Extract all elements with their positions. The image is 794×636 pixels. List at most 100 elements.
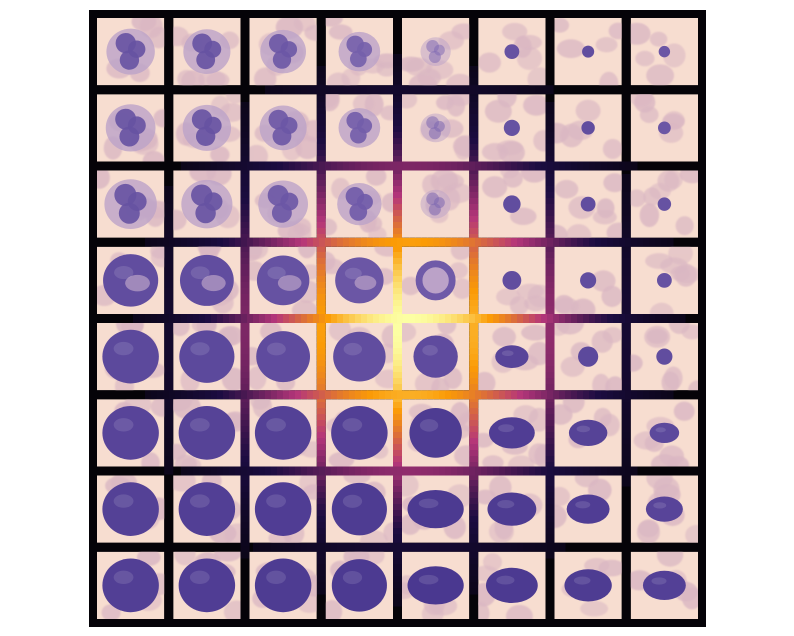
heat-segment [385,314,392,323]
red-blood-cell [482,455,504,467]
heat-segment [619,466,626,476]
heat-segment [223,237,230,247]
heat-segment [307,314,314,323]
heat-segment [316,576,326,583]
heat-segment [316,486,326,493]
red-blood-cell [153,109,165,128]
heat-segment [545,474,555,481]
heat-segment [164,408,174,415]
heat-segment [621,438,631,445]
heat-segment [240,294,250,301]
heat-segment [379,390,386,400]
heat-segment [469,132,479,139]
heat-segment [205,237,212,247]
heat-segment [361,314,368,323]
heat-segment [469,486,479,493]
red-blood-cell [659,445,684,467]
heat-segment [469,168,479,175]
red-blood-cell [374,246,393,257]
heat-segment [545,246,555,253]
nucleus [415,260,456,301]
heat-segment [319,314,326,323]
heat-segment [565,390,572,400]
heat-segment [559,466,566,476]
heat-segment [621,270,631,277]
heat-segment [379,466,386,476]
heat-segment [427,85,434,95]
heat-segment [313,390,320,400]
red-blood-cell [450,246,470,260]
heat-segment [577,161,584,171]
nucleus [409,407,462,458]
heat-segment [349,314,356,323]
heat-segment [301,237,308,247]
heat-segment [393,594,402,601]
heat-segment [240,492,250,499]
heat-segment [621,282,631,289]
heat-segment [457,85,464,95]
heat-segment [393,138,402,145]
heat-segment [545,336,555,343]
nucleus-lobe [272,126,292,146]
heat-segment [283,542,290,552]
heat-segment [393,324,402,331]
heat-segment [439,237,446,247]
heat-segment [393,270,402,277]
red-blood-cell [496,140,523,156]
red-blood-cell [584,557,610,573]
heat-segment [164,426,174,433]
heat-segment [545,282,555,289]
heat-segment [175,390,182,400]
heat-segment [649,390,656,400]
cell-tile [554,246,622,314]
heat-segment [240,288,250,295]
heat-segment [469,378,479,385]
red-blood-cell [675,216,694,236]
heat-segment [337,314,344,323]
heat-segment [409,542,416,552]
nucleus-highlight [496,575,515,585]
heat-segment [545,534,555,541]
heat-segment [621,330,631,337]
heat-segment [235,390,242,400]
nucleus-highlight [189,494,210,508]
red-blood-cell [554,504,567,529]
heat-segment [240,414,250,421]
heat-segment [175,314,182,323]
heat-segment [295,466,302,476]
heat-segment [589,314,596,323]
heat-segment [475,314,482,323]
heat-segment [337,85,344,95]
heat-segment [505,314,512,323]
cell-tile [173,323,241,391]
heat-segment [289,390,296,400]
heat-segment [523,314,530,323]
heat-segment [325,542,332,552]
red-blood-cell [606,222,622,238]
nucleus-highlight [497,499,515,509]
heat-segment [589,161,596,171]
heat-segment [553,542,560,552]
heat-segment [164,378,174,385]
heat-segment [621,432,631,439]
red-blood-cell [603,173,622,193]
heat-segment [391,314,398,323]
red-blood-cell [454,135,470,160]
heat-segment [545,384,555,391]
nucleus [102,406,159,460]
nucleus [487,492,537,526]
nucleus [566,494,610,524]
heat-segment [535,314,542,323]
heat-segment [240,126,250,133]
heat-segment [393,102,402,109]
heat-segment [631,237,638,247]
heat-segment [613,161,620,171]
heat-segment [469,150,479,157]
heat-segment [187,466,194,476]
heat-segment [469,528,479,535]
heat-segment [313,314,320,323]
red-blood-cell [249,144,268,162]
heat-segment [240,300,250,307]
nucleus [102,329,159,384]
heat-segment [469,204,479,211]
